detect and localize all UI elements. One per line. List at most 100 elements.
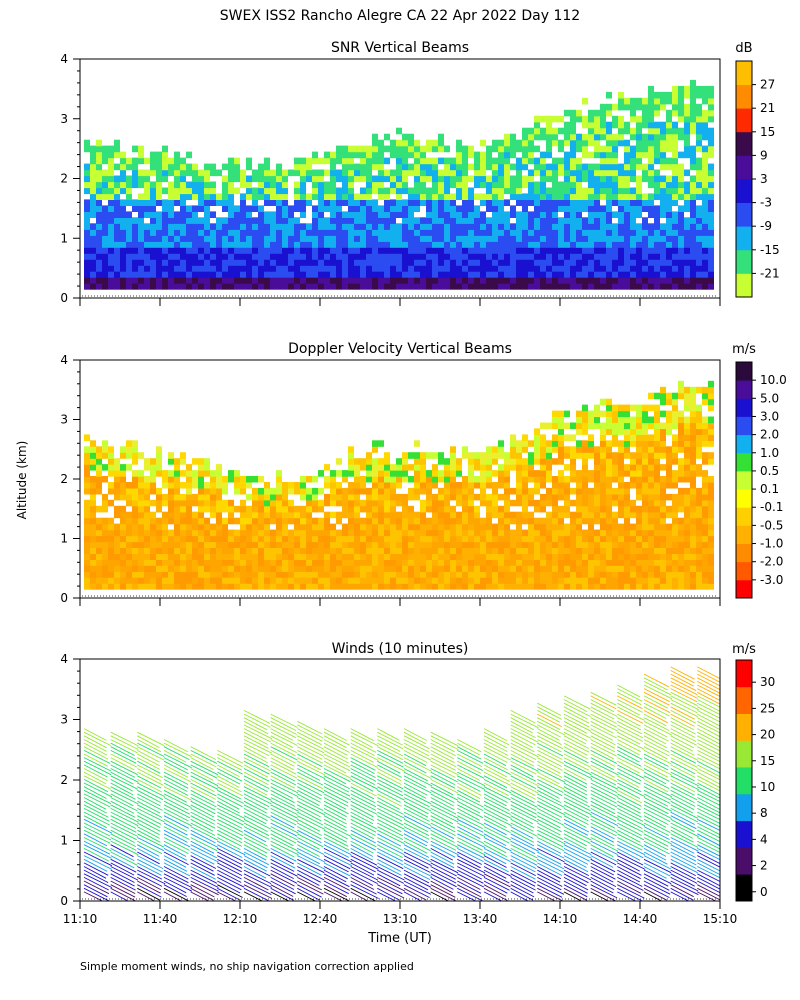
doppler-cell: [336, 517, 342, 525]
doppler-cell: [84, 553, 90, 560]
doppler-cell: [198, 493, 204, 501]
snr-cell: [144, 271, 150, 278]
snr-cell: [510, 181, 516, 189]
wind-barb: [83, 753, 109, 767]
snr-cell: [612, 235, 618, 242]
snr-cell: [648, 175, 654, 183]
snr-cell: [330, 151, 336, 159]
snr-cell: [240, 223, 246, 230]
snr-cell: [84, 175, 90, 183]
snr-cell: [306, 223, 312, 230]
snr-cell: [558, 247, 564, 254]
snr-cell: [264, 241, 270, 248]
doppler-cell: [372, 482, 378, 489]
snr-cell: [102, 217, 108, 224]
doppler-cell: [582, 535, 588, 543]
snr-cell: [240, 259, 246, 266]
doppler-cell: [186, 470, 192, 477]
snr-cell: [654, 205, 660, 212]
doppler-cell: [186, 505, 192, 513]
doppler-cell: [132, 583, 138, 590]
doppler-cell: [192, 571, 198, 578]
doppler-cell: [684, 487, 690, 495]
doppler-cell: [90, 577, 96, 584]
doppler-cell: [372, 541, 378, 548]
doppler-cell: [666, 422, 672, 430]
snr-cell: [252, 277, 258, 284]
doppler-cell: [660, 398, 666, 406]
snr-cell: [570, 253, 576, 260]
snr-cell: [486, 145, 492, 153]
snr-cell: [240, 229, 246, 236]
snr-cell: [156, 241, 162, 248]
doppler-cell: [684, 529, 690, 537]
doppler-cell: [138, 476, 144, 483]
snr-cell: [426, 223, 432, 230]
doppler-cell: [480, 482, 486, 489]
doppler-cell: [528, 541, 534, 548]
snr-cell: [648, 85, 654, 93]
doppler-cell: [120, 559, 126, 566]
snr-cell: [156, 253, 162, 260]
snr-cell: [168, 229, 174, 236]
doppler-cell: [708, 404, 714, 412]
doppler-cell: [402, 541, 408, 548]
doppler-cell: [354, 559, 360, 566]
doppler-cell: [96, 476, 102, 483]
snr-cell: [696, 283, 702, 290]
doppler-cell: [372, 505, 378, 513]
doppler-cell: [618, 559, 624, 566]
doppler-cell: [672, 565, 678, 572]
doppler-cell: [522, 493, 528, 501]
wind-barb: [110, 768, 139, 783]
snr-cell: [222, 163, 228, 171]
doppler-cell: [678, 499, 684, 507]
snr-cell: [222, 277, 228, 284]
snr-cell: [288, 205, 294, 212]
doppler-cell: [492, 529, 498, 537]
doppler-cell: [366, 476, 372, 483]
snr-cell: [486, 229, 492, 236]
snr-cell: [564, 265, 570, 272]
snr-cell: [90, 259, 96, 266]
doppler-cell: [354, 487, 360, 495]
snr-cell: [132, 277, 138, 284]
doppler-cell: [192, 541, 198, 548]
snr-cell: [630, 109, 636, 117]
snr-cell: [552, 205, 558, 212]
wind-barb: [83, 742, 108, 756]
snr-cell: [432, 259, 438, 266]
doppler-cell: [420, 487, 426, 495]
doppler-cell: [378, 476, 384, 483]
snr-cell: [288, 283, 294, 290]
snr-cell: [300, 163, 306, 171]
doppler-cell: [564, 476, 570, 483]
doppler-cell: [600, 583, 606, 590]
doppler-cell: [552, 476, 558, 483]
doppler-cell: [342, 511, 348, 519]
snr-cell: [324, 253, 330, 260]
snr-cell: [426, 229, 432, 236]
doppler-cell: [150, 458, 156, 465]
doppler-cell: [528, 440, 534, 447]
doppler-cell: [534, 547, 540, 554]
doppler-cell: [684, 577, 690, 584]
snr-cell: [702, 133, 708, 141]
snr-cell: [630, 169, 636, 177]
snr-cell: [540, 187, 546, 195]
snr-cell: [582, 217, 588, 224]
doppler-cell: [420, 470, 426, 477]
snr-cell: [90, 187, 96, 195]
snr-cell: [498, 259, 504, 266]
doppler-cell: [144, 482, 150, 489]
snr-cell: [570, 175, 576, 183]
snr-cell: [282, 223, 288, 230]
doppler-cell: [234, 505, 240, 513]
doppler-cell: [150, 482, 156, 489]
doppler-cell: [480, 577, 486, 584]
snr-cell: [162, 163, 168, 171]
doppler-cell: [600, 446, 606, 453]
doppler-cell: [624, 446, 630, 453]
doppler-cell: [132, 499, 138, 507]
doppler-cell: [174, 547, 180, 554]
